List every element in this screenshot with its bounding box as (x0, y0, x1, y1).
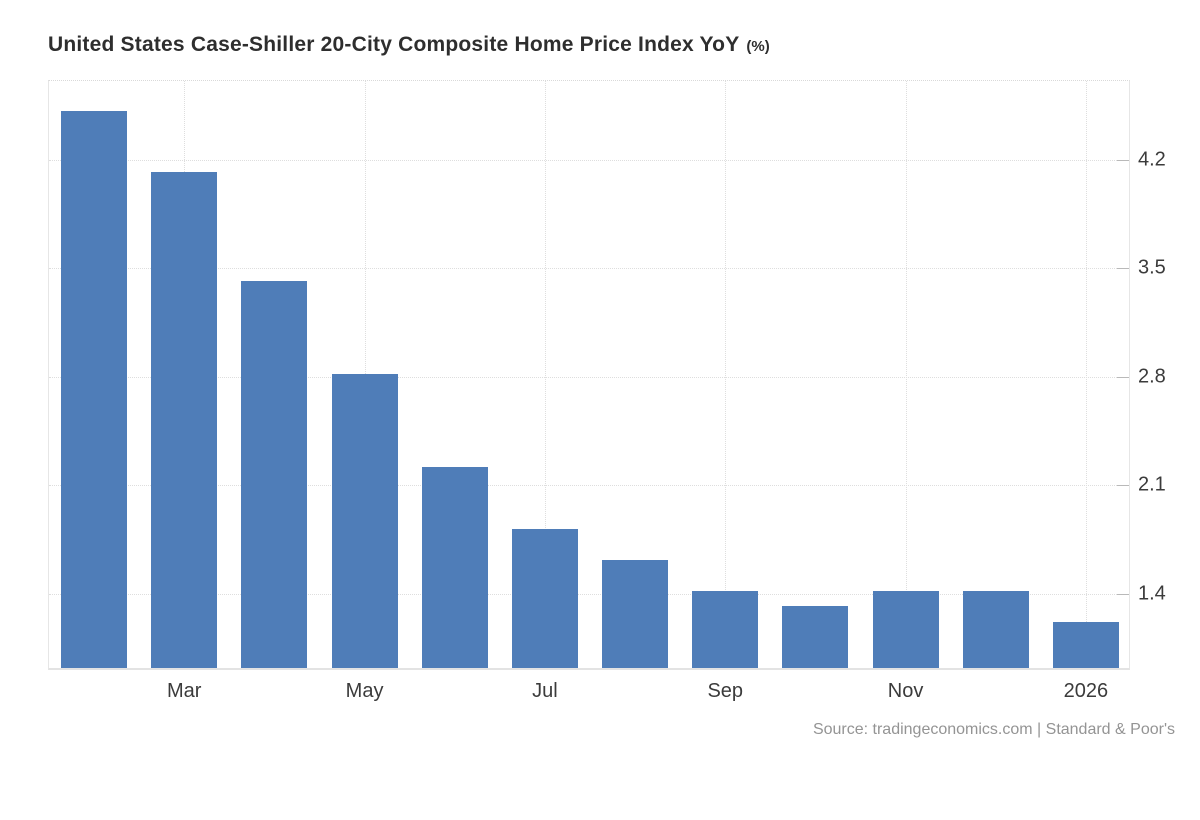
y-axis-tick (1117, 268, 1129, 270)
x-axis-tick-label: 2026 (1063, 680, 1109, 702)
x-axis-tick-label: Nov (887, 680, 924, 702)
x-axis-tick-label: Jul (532, 680, 558, 702)
bar-oct[interactable] (782, 606, 849, 668)
vertical-gridline (1085, 81, 1087, 668)
chart-header: United States Case-Shiller 20-City Compo… (48, 33, 770, 57)
bar-jul[interactable] (511, 528, 578, 668)
chart-title-unit: (%) (746, 38, 770, 55)
y-axis-tick-label: 2.8 (1138, 365, 1166, 388)
horizontal-gridline (49, 593, 1129, 595)
y-axis-tick-label: 3.5 (1138, 256, 1166, 279)
horizontal-gridline (49, 485, 1129, 487)
bar-2026[interactable] (1052, 621, 1119, 668)
bar-sep[interactable] (692, 590, 759, 668)
vertical-gridline (725, 81, 727, 668)
plot-area: 4.2 3.5 2.8 2.1 1.4 Mar May Jul Sep Nov 2026 (48, 80, 1166, 702)
bar-dec[interactable] (962, 590, 1029, 668)
x-axis-tick-label: Sep (707, 680, 744, 702)
vertical-gridline (905, 81, 907, 668)
horizontal-gridline (49, 159, 1129, 161)
y-axis-tick (1117, 159, 1129, 161)
bar-aug[interactable] (602, 559, 669, 668)
bar-apr[interactable] (241, 280, 308, 668)
y-axis-tick (1117, 376, 1129, 378)
y-axis-tick (1117, 485, 1129, 487)
x-axis-tick-label: Mar (167, 680, 202, 702)
chart-title: United States Case-Shiller 20-City Compo… (48, 33, 740, 56)
bar-feb[interactable] (61, 110, 128, 668)
y-axis-tick (1117, 593, 1129, 595)
bar-may[interactable] (331, 373, 398, 668)
x-axis-tick-label: May (345, 680, 384, 702)
y-axis-tick-label: 2.1 (1138, 473, 1166, 496)
source-attribution: Source: tradingeconomics.com | Standard … (812, 721, 1175, 738)
bar-mar[interactable] (151, 172, 218, 668)
horizontal-gridline (49, 376, 1129, 378)
y-axis-tick-label: 1.4 (1138, 582, 1166, 605)
horizontal-gridline (49, 268, 1129, 270)
bar-jun[interactable] (421, 466, 488, 668)
vertical-gridline (544, 81, 546, 668)
bar-nov[interactable] (872, 590, 939, 668)
y-axis-tick-label: 4.2 (1138, 148, 1166, 171)
